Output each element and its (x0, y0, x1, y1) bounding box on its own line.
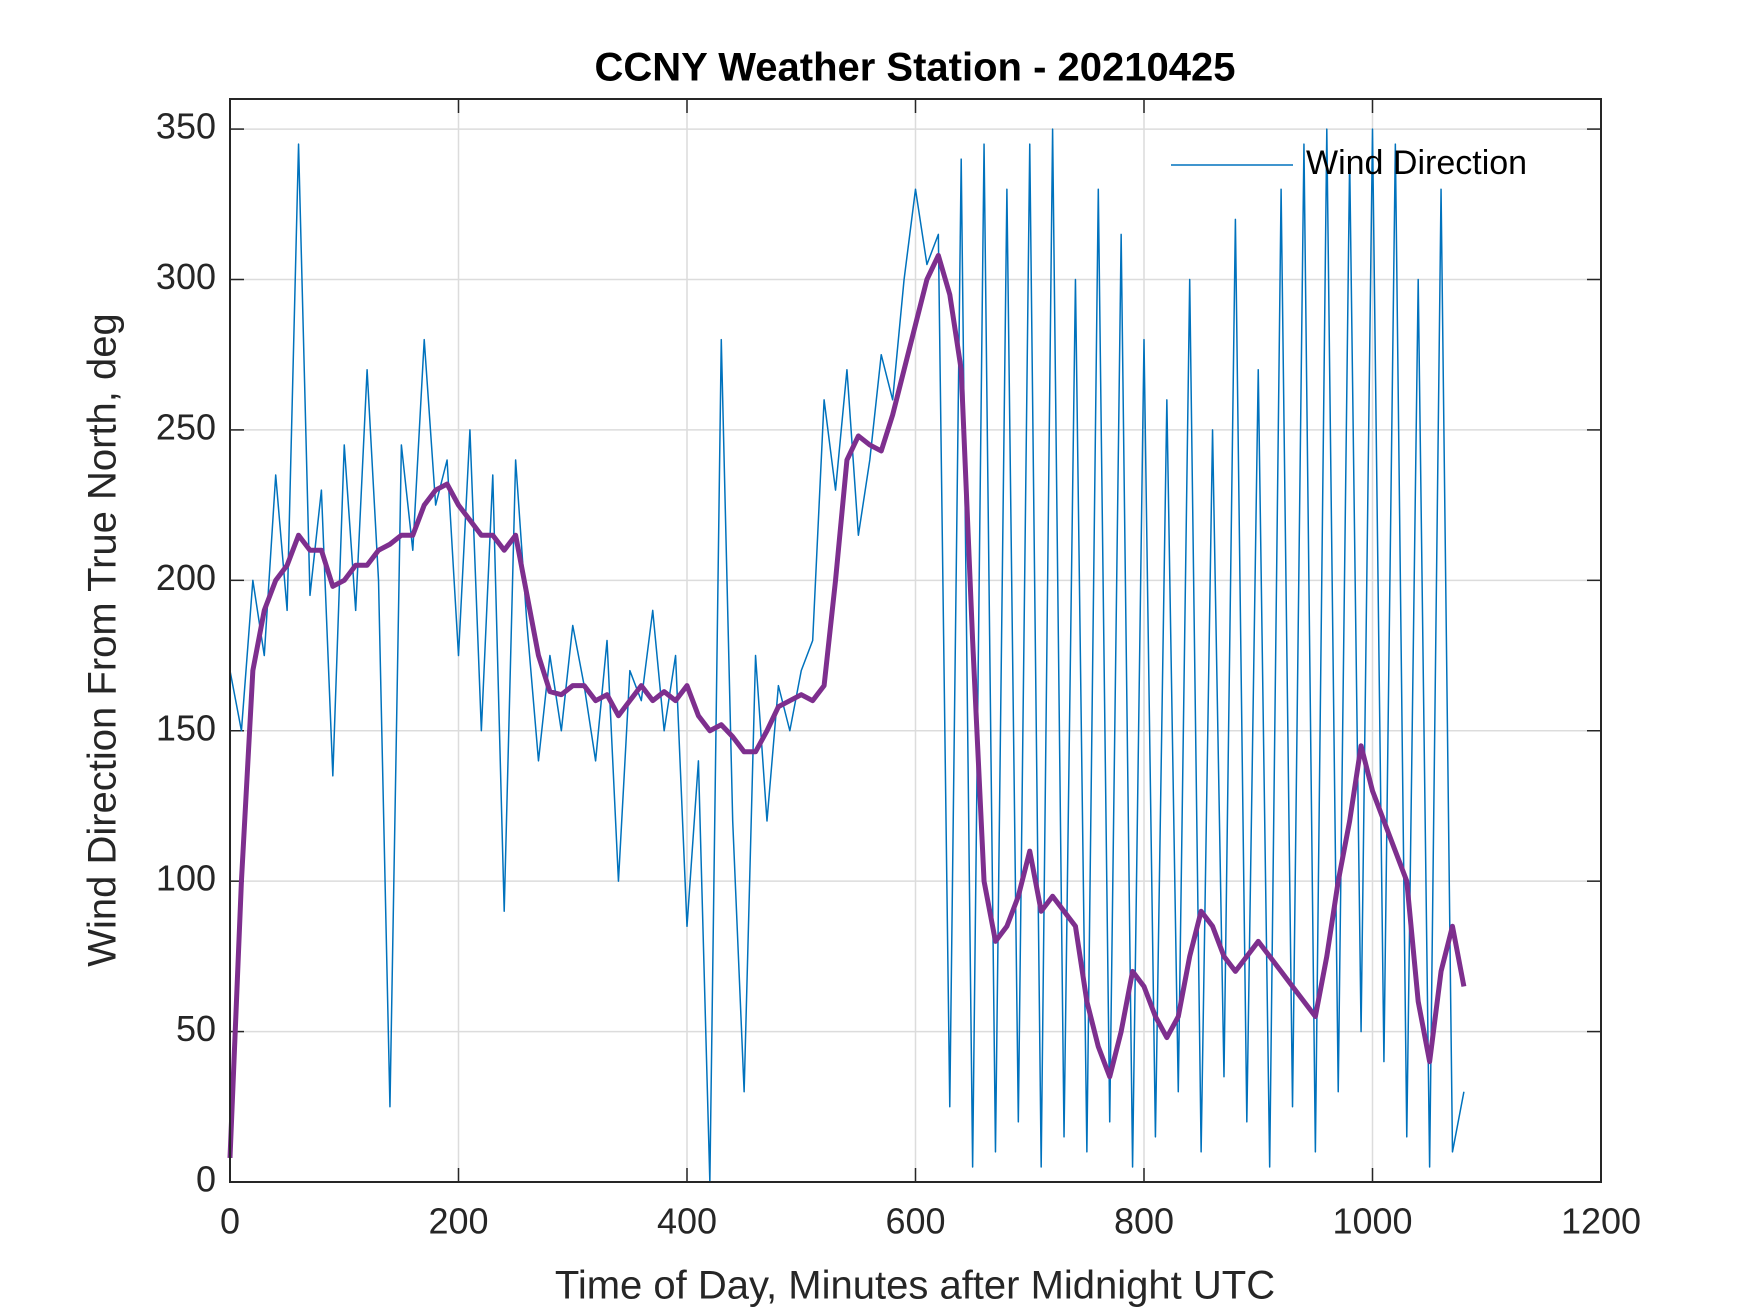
plot-frame (229, 98, 1602, 1183)
x-tick-label: 0 (220, 1201, 240, 1242)
y-tick-label: 100 (156, 858, 216, 899)
x-tick-label: 400 (657, 1201, 717, 1242)
x-tick-label: 600 (885, 1201, 945, 1242)
y-tick-label: 350 (156, 106, 216, 147)
y-tick-label: 250 (156, 406, 216, 447)
y-axis-label: Wind Direction From True North, deg (81, 313, 125, 967)
y-tick-label: 0 (196, 1159, 216, 1200)
x-axis-label: Time of Day, Minutes after Midnight UTC (555, 1264, 1275, 1308)
x-tick-label: 800 (1114, 1201, 1174, 1242)
legend-label: Wind Direction (1306, 144, 1527, 182)
data-line (227, 252, 1467, 1159)
y-tick-label: 150 (156, 707, 216, 748)
y-tick-label: 50 (176, 1008, 216, 1049)
x-tick-label: 1200 (1561, 1201, 1641, 1242)
data-line (229, 128, 1465, 1183)
x-tick-label: 200 (428, 1201, 488, 1242)
chart-title: CCNY Weather Station - 20210425 (595, 46, 1236, 90)
x-tick-label: 1000 (1332, 1201, 1412, 1242)
y-tick-label: 300 (156, 256, 216, 297)
y-tick-label: 200 (156, 557, 216, 598)
